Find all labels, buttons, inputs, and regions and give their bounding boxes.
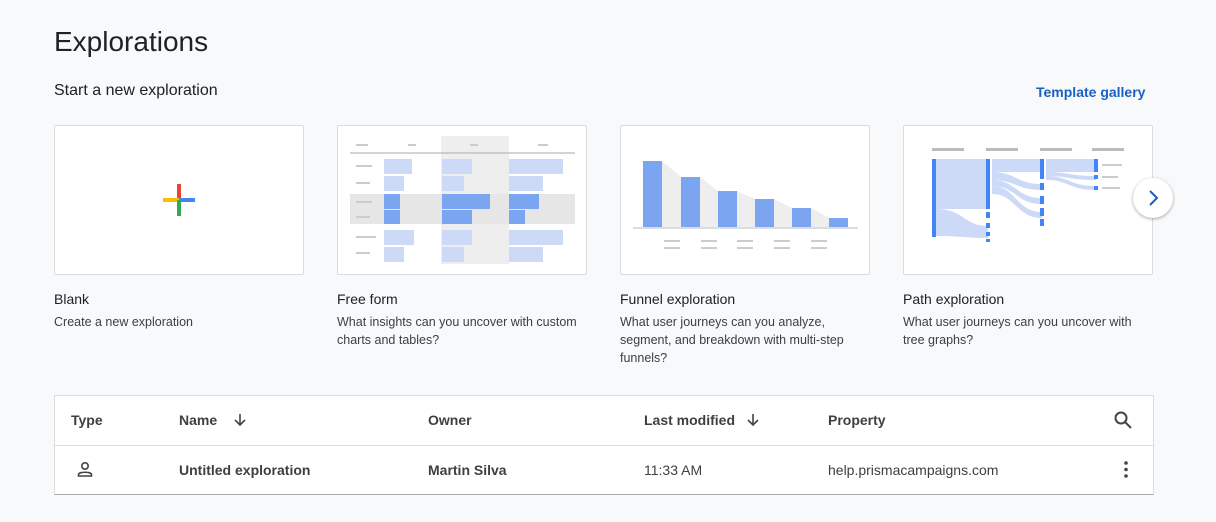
sort-icon[interactable]: [232, 412, 248, 428]
chevron-icon: [1149, 190, 1159, 206]
free-form-thumbnail: [350, 136, 575, 264]
column-header[interactable]: Property: [828, 412, 886, 428]
card-description: What user journeys can you analyze, segm…: [620, 315, 844, 365]
person-icon: [77, 461, 93, 477]
card-title: Path exploration: [903, 291, 1005, 307]
card-description: What user journeys can you uncover with …: [903, 315, 1132, 347]
owner: Martin Silva: [428, 462, 507, 478]
path-card[interactable]: [903, 125, 1153, 275]
funnel-card[interactable]: [620, 125, 870, 275]
card-description: Create a new exploration: [54, 315, 193, 329]
exploration-name[interactable]: Untitled exploration: [179, 462, 311, 478]
property: help.prismacampaigns.com: [828, 462, 999, 478]
free-form-card[interactable]: [337, 125, 587, 275]
card-description: What insights can you uncover with custo…: [337, 315, 577, 347]
next-button[interactable]: [1133, 178, 1173, 218]
column-header: Type: [71, 412, 103, 428]
blank-card[interactable]: [54, 125, 304, 275]
blank-thumbnail: [163, 184, 195, 216]
path-thumbnail: [932, 148, 1124, 242]
card-title: Funnel exploration: [620, 291, 736, 307]
column-header[interactable]: Owner: [428, 412, 472, 428]
sort-icon[interactable]: [745, 412, 761, 428]
page-title: Explorations: [54, 26, 209, 57]
row-divider: [55, 445, 1153, 446]
funnel-thumbnail: [633, 161, 858, 249]
card-title: Blank: [54, 291, 90, 307]
section-heading: Start a new exploration: [54, 82, 218, 99]
template-gallery-link[interactable]: Template gallery: [1036, 84, 1146, 100]
column-header[interactable]: Name: [179, 412, 218, 428]
more-menu[interactable]: [1116, 460, 1136, 480]
column-header[interactable]: Last modified: [644, 412, 736, 428]
last-modified: 11:33 AM: [644, 462, 703, 478]
card-title: Free form: [337, 291, 398, 307]
search-icon[interactable]: [1113, 410, 1133, 430]
